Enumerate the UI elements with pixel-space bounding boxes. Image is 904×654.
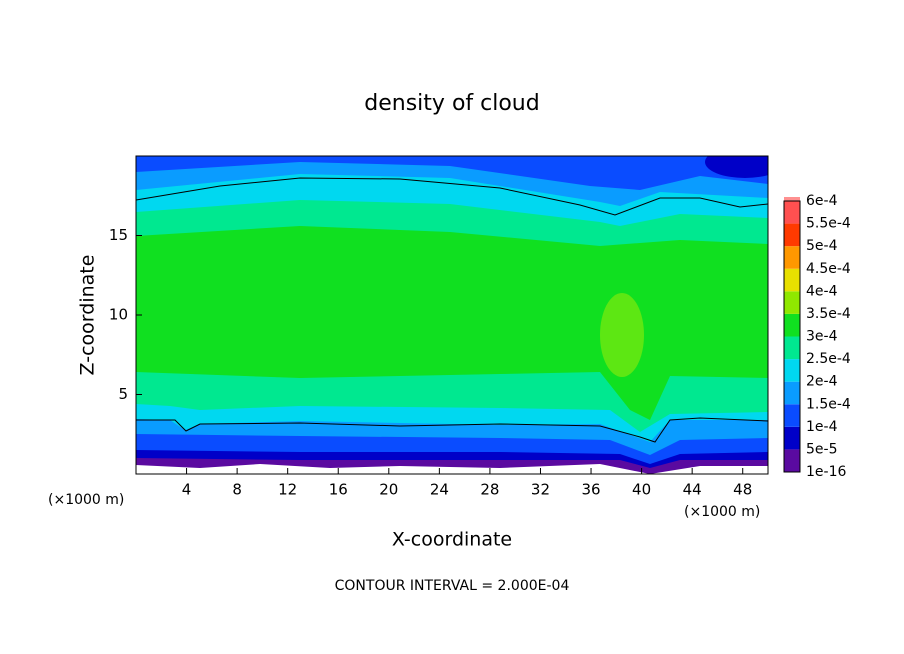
colorbar-swatch [784,313,800,337]
x-tick-label: 40 [632,481,651,499]
x-unit-right: (×1000 m) [684,504,760,520]
x-tick-label: 48 [733,481,752,499]
colorbar-swatch [784,359,800,382]
x-tick-label: 32 [531,481,550,499]
colorbar-swatch [784,449,800,472]
contour-fill [705,156,768,178]
contour-line [136,417,768,443]
footer-note: CONTOUR INTERVAL = 2.000E-04 [335,578,570,594]
colorbar-label: 5e-4 [806,238,838,254]
colorbar-swatch [784,291,800,314]
colorbar-label: 2.5e-4 [806,351,851,367]
colorbar-swatch [784,223,800,247]
x-tick-label: 36 [581,481,600,499]
colorbar-label: 1e-4 [806,419,838,435]
below-ground [136,464,768,474]
colorbar-label: 3.5e-4 [806,306,851,322]
colorbar-label: 3e-4 [806,329,838,345]
colorbar-label: 4.5e-4 [806,261,851,277]
colorbar-label: 5.5e-4 [806,216,851,232]
colorbar-frame [783,200,801,473]
colorbar-swatch [784,404,800,427]
colorbar-label: 6e-4 [806,193,838,209]
y-tick-label: 5 [118,385,128,403]
colorbar-swatch [784,426,800,450]
x-tick-label: 8 [232,481,242,499]
x-tick-label: 4 [182,481,192,499]
colorbar-swatch [784,246,800,269]
x-tick-label: 44 [683,481,702,499]
y-axis-label: Z-coordinate [77,255,99,376]
colorbar-swatch [784,381,800,405]
colorbar-swatch [784,201,800,224]
colorbar-label: 5e-5 [806,441,837,457]
field [136,156,768,474]
colorbar-label: 1.5e-4 [806,396,851,412]
x-axis-label: X-coordinate [392,529,512,551]
contour-fill [600,293,644,377]
colorbar-swatch [784,336,800,360]
x-tick-label: 28 [480,481,499,499]
colorbar-swatch [784,268,800,292]
y-tick-label: 10 [109,306,128,324]
colorbar-label: 4e-4 [806,283,838,299]
x-tick-label: 24 [430,481,449,499]
colorbar-cap [784,197,800,201]
colorbar-label: 2e-4 [806,374,838,390]
x-tick-label: 16 [329,481,348,499]
x-unit-left: (×1000 m) [48,492,124,508]
chart-title: density of cloud [364,91,539,116]
contour-line [136,177,768,216]
y-tick-label: 15 [109,226,128,244]
colorbar-label: 1e-16 [806,464,846,480]
x-tick-label: 20 [379,481,398,499]
x-tick-label: 12 [278,481,297,499]
